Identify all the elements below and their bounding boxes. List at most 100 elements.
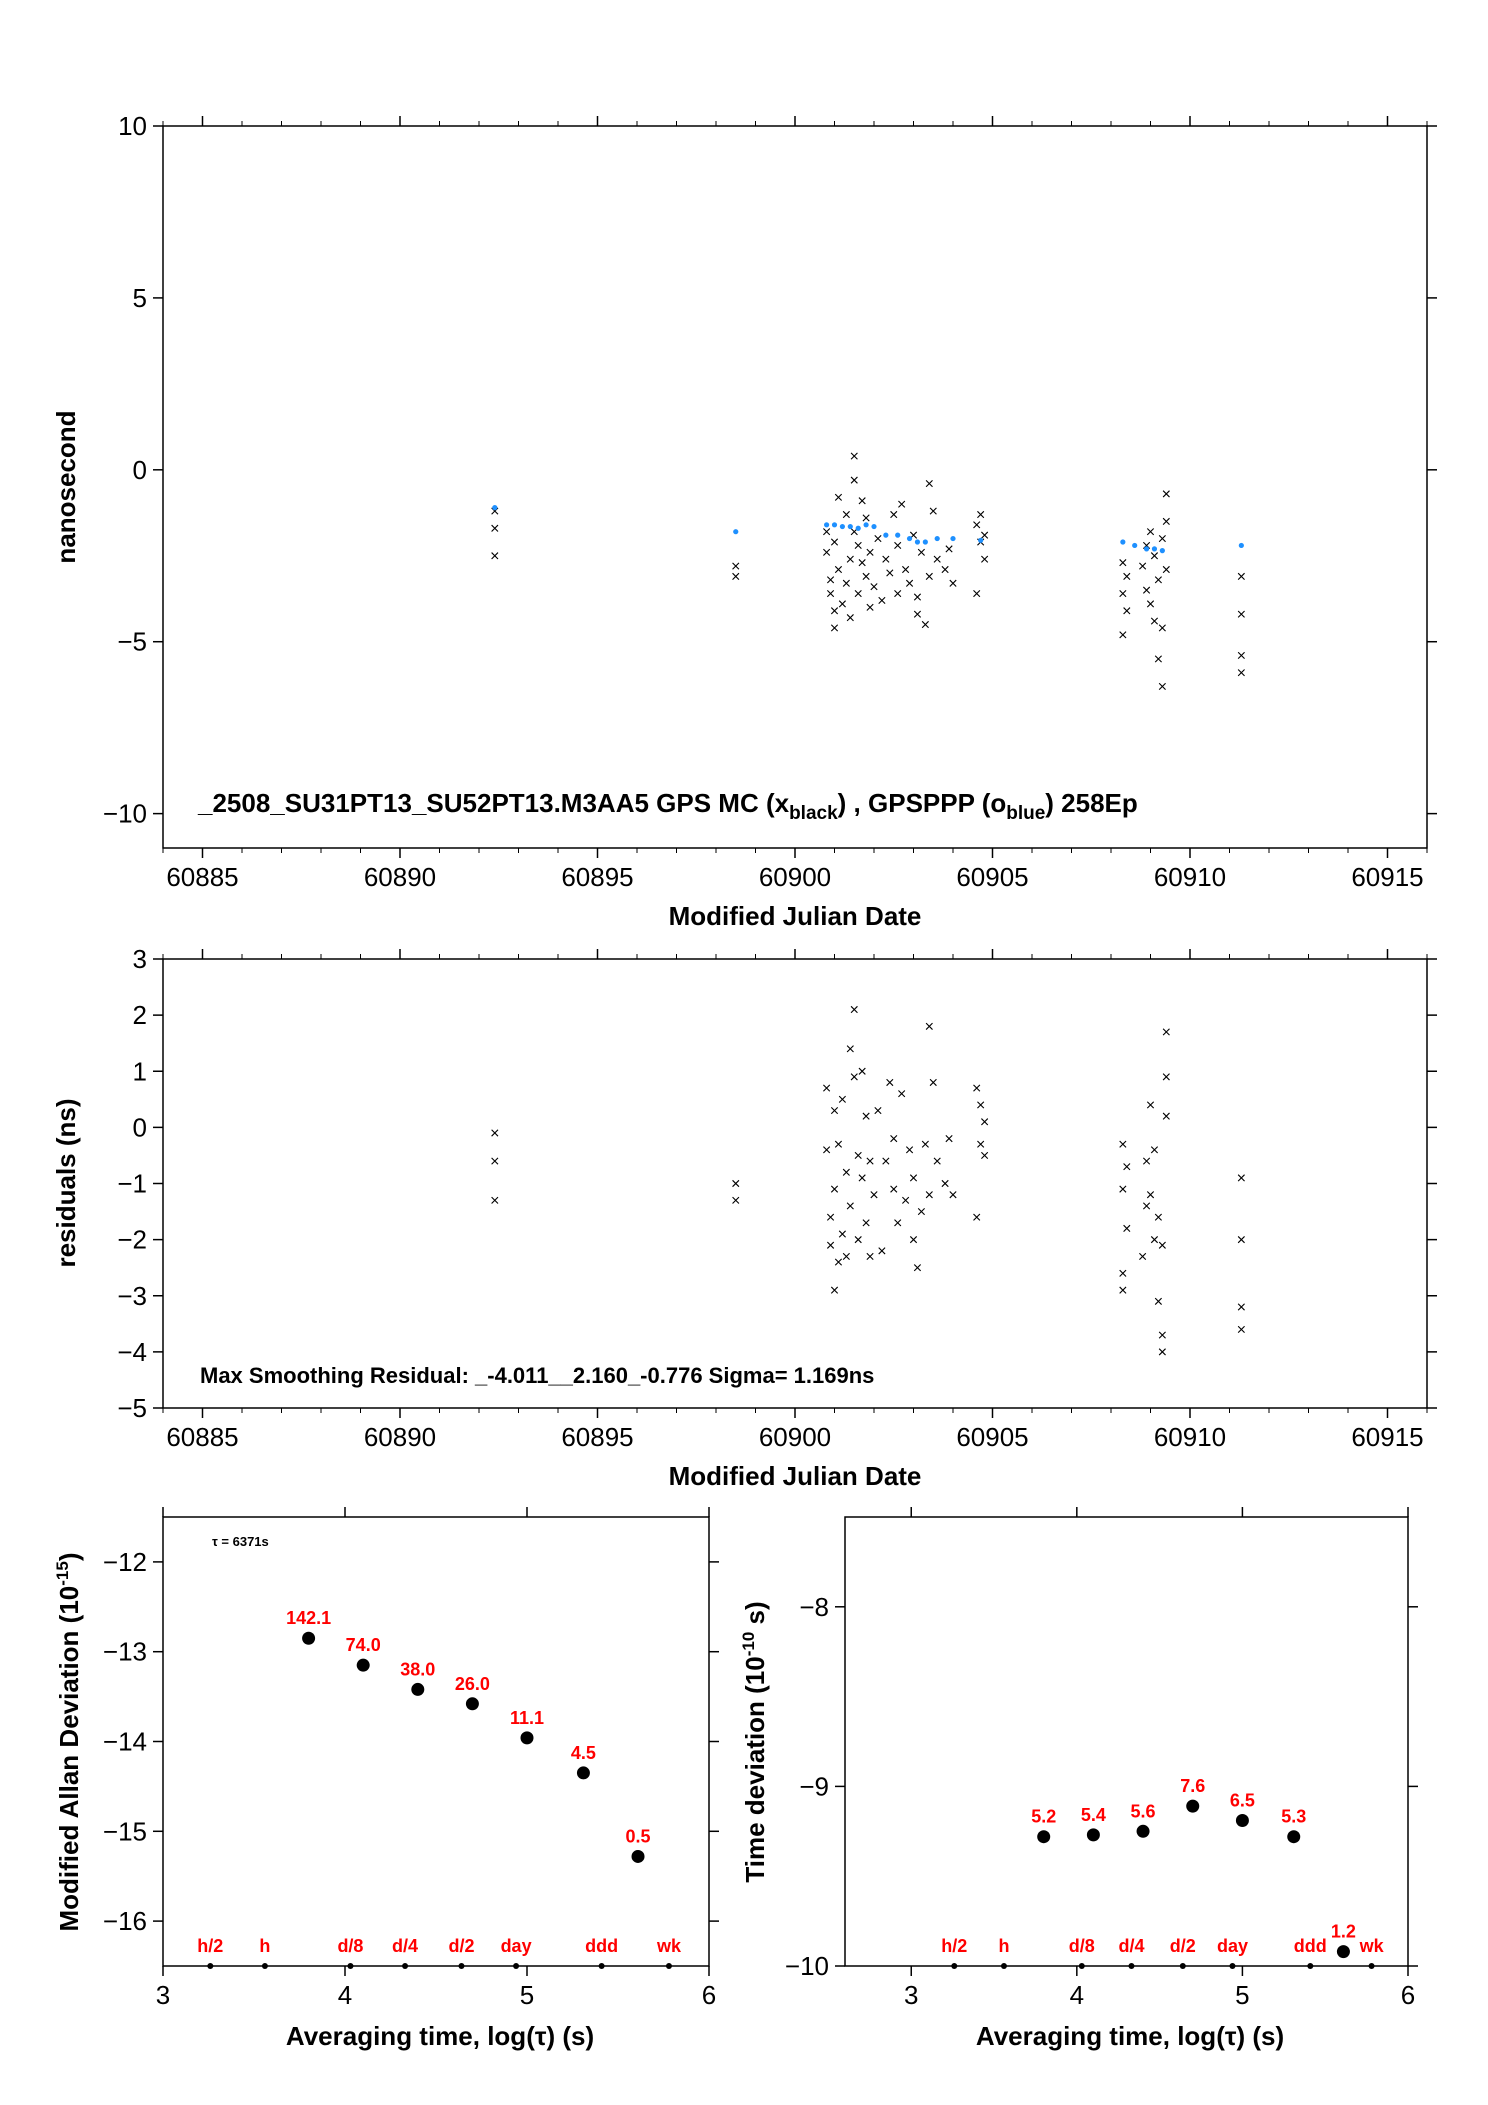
mdev-plot-frame [162, 1516, 710, 1967]
tdev-marker-dot [1229, 1963, 1236, 1969]
mc-point [929, 507, 937, 515]
mc-point [913, 610, 922, 618]
residuals-xtick-label: 60900 [759, 1422, 831, 1452]
mc-point [830, 607, 839, 615]
tdev-marker-dot [951, 1963, 958, 1969]
mc-point [1142, 586, 1151, 594]
mc-point [1123, 607, 1131, 615]
tdev-ylabel-main: Time deviation (10 [740, 1656, 770, 1882]
mc-point [838, 600, 846, 608]
residual-point [949, 1191, 957, 1199]
mc-point [830, 624, 839, 632]
residual-point [1119, 1185, 1127, 1193]
mdev-marker-dot [261, 1963, 268, 1969]
mc-point [491, 552, 499, 560]
mc-point [1237, 610, 1245, 618]
residual-point [834, 1140, 843, 1148]
tdev-data-points: 5.2 5.4 5.6 7.6 6.5 5.3 1.2 h/2 h d/8 d/4 d/2 day ddd… [941, 1776, 1385, 1969]
residual-point [1237, 1303, 1245, 1311]
ppp-point [1132, 542, 1138, 549]
residuals-caption: Max Smoothing Residual: _-4.011__2.160_-… [200, 1363, 874, 1388]
tdev-point-label: 5.2 [1031, 1807, 1056, 1827]
mdev-plot: 3 4 5 6 −16 −15 −14 −13 −12 142.1 74.0 38.0 26.0 11.… [53, 1507, 719, 2051]
residual-point [977, 1140, 985, 1148]
mdev-ylabel-main: Modified Allan Deviation (10 [54, 1586, 84, 1932]
mc-point [732, 562, 740, 570]
mdev-point [520, 1731, 534, 1745]
residual-point [732, 1179, 740, 1188]
mdev-point [465, 1697, 479, 1711]
tdev-marker-dot [1000, 1963, 1007, 1969]
ppp-point [733, 529, 739, 535]
mc-point [823, 528, 831, 536]
main-ytick-label: −10 [103, 799, 147, 829]
residual-point [1146, 1191, 1155, 1199]
mdev-axis-ticks: 3 4 5 6 −16 −15 −14 −13 −12 [103, 1507, 719, 2010]
mc-point [1162, 565, 1170, 574]
residual-point [1162, 1112, 1170, 1120]
residual-point [898, 1090, 906, 1098]
residual-point [1154, 1213, 1162, 1221]
ppp-point [895, 532, 901, 538]
tdev-plot: 3 4 5 6 −10 −9 −8 5.2 5.4 5.6 7.6 6.5 5.3 1.2 h/2 h d/8… [739, 1507, 1418, 2051]
mdev-point [302, 1631, 316, 1645]
residual-point [826, 1213, 835, 1221]
mc-point [870, 583, 878, 591]
mdev-marker-label: d/2 [448, 1936, 474, 1956]
ppp-point [831, 522, 838, 528]
residual-point [870, 1191, 878, 1199]
mdev-marker-dot [598, 1963, 605, 1969]
residual-point [830, 1185, 839, 1193]
mc-point [1158, 534, 1166, 543]
residual-point [854, 1151, 862, 1160]
ppp-point [871, 523, 877, 530]
main-xtick-label: 60900 [759, 862, 831, 892]
residual-point [850, 1005, 858, 1014]
mc-point [1146, 528, 1155, 536]
caption-part2: ) , GPSPPP (o [838, 788, 1007, 818]
mdev-point-label: 38.0 [400, 1659, 435, 1679]
main-xtick-label: 60890 [364, 862, 436, 892]
residual-point [913, 1264, 922, 1272]
mc-point [854, 589, 862, 598]
mdev-point-label: 0.5 [626, 1826, 651, 1846]
mc-point [1237, 651, 1245, 660]
tdev-ylabel: Time deviation (10-10 s) [739, 1601, 770, 1882]
tdev-point [1287, 1830, 1301, 1844]
mc-point [874, 534, 882, 543]
mdev-marker-label: ddd [585, 1936, 618, 1956]
residual-point [850, 1073, 858, 1081]
mc-point [850, 476, 858, 484]
mdev-point-label: 74.0 [346, 1635, 381, 1655]
mdev-xtick-label: 6 [702, 1980, 716, 2010]
tdev-marker-dot [1128, 1963, 1135, 1969]
residual-point [491, 1157, 499, 1165]
tdev-marker-label: day [1217, 1936, 1248, 1956]
tdev-xtick-label: 6 [1401, 1980, 1415, 2010]
tdev-marker-dot [1078, 1963, 1085, 1969]
residual-point [925, 1191, 933, 1199]
tdev-point [1235, 1814, 1249, 1828]
mdev-ytick-label: −13 [103, 1637, 147, 1667]
mdev-ytick-label: −15 [103, 1816, 147, 1846]
caption-sub-blue: blue [1006, 803, 1045, 824]
ppp-point [1151, 546, 1158, 552]
mc-point [826, 576, 835, 584]
mc-point [949, 579, 957, 587]
residual-point [902, 1196, 910, 1204]
ppp-point [492, 505, 498, 511]
residual-point [823, 1084, 831, 1092]
tdev-point-label: 7.6 [1180, 1776, 1205, 1796]
residual-point [1119, 1286, 1127, 1294]
residual-point [838, 1095, 846, 1103]
mc-point [925, 572, 933, 580]
residuals-ytick-label: 2 [133, 1000, 147, 1030]
residual-point [838, 1230, 846, 1238]
tdev-ytick-label: −9 [799, 1771, 829, 1801]
ppp-point [883, 532, 889, 538]
tdev-point [1186, 1799, 1200, 1813]
mc-point [1119, 589, 1127, 598]
mc-point [1139, 562, 1147, 570]
mc-point [850, 452, 858, 460]
mc-point [854, 541, 862, 550]
